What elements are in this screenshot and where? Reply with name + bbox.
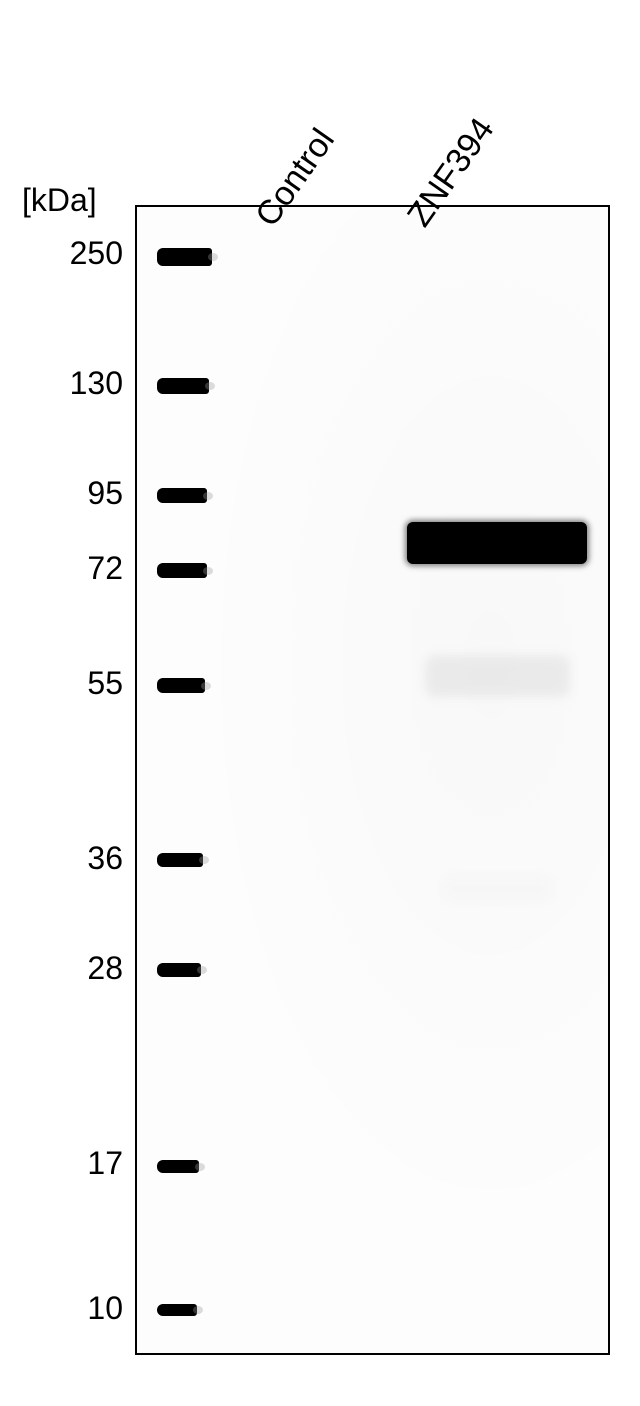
blot-container: [kDa] 25013095725536281710 ControlZNF394 [0, 0, 640, 1406]
mw-marker-cap [195, 1163, 205, 1171]
mw-marker-cap [199, 856, 209, 864]
mw-marker-36 [157, 853, 203, 867]
yaxis-tick-36: 36 [87, 840, 123, 877]
band-ZNF394-1 [425, 655, 570, 697]
yaxis-tick-130: 130 [70, 365, 123, 402]
yaxis-tick-250: 250 [70, 235, 123, 272]
yaxis-tick-10: 10 [87, 1290, 123, 1327]
mw-marker-130 [157, 378, 209, 394]
mw-marker-cap [203, 492, 213, 500]
yaxis-tick-72: 72 [87, 550, 123, 587]
yaxis-tick-28: 28 [87, 950, 123, 987]
mw-marker-cap [193, 1306, 203, 1314]
blot-frame [135, 205, 610, 1355]
mw-marker-cap [205, 382, 215, 390]
mw-marker-250 [157, 248, 212, 266]
mw-marker-72 [157, 563, 207, 578]
yaxis-tick-55: 55 [87, 665, 123, 702]
mw-marker-55 [157, 678, 205, 693]
band-ZNF394-0 [407, 522, 587, 564]
mw-marker-cap [197, 966, 207, 974]
mw-marker-cap [203, 567, 213, 575]
yaxis-tick-17: 17 [87, 1145, 123, 1182]
mw-marker-28 [157, 963, 201, 977]
mw-marker-10 [157, 1304, 197, 1316]
mw-marker-cap [201, 682, 211, 690]
yaxis-title: [kDa] [22, 182, 97, 219]
mw-marker-cap [208, 253, 218, 261]
yaxis-tick-95: 95 [87, 475, 123, 512]
mw-marker-95 [157, 488, 207, 503]
band-ZNF394-2 [440, 874, 555, 904]
mw-marker-17 [157, 1160, 199, 1173]
